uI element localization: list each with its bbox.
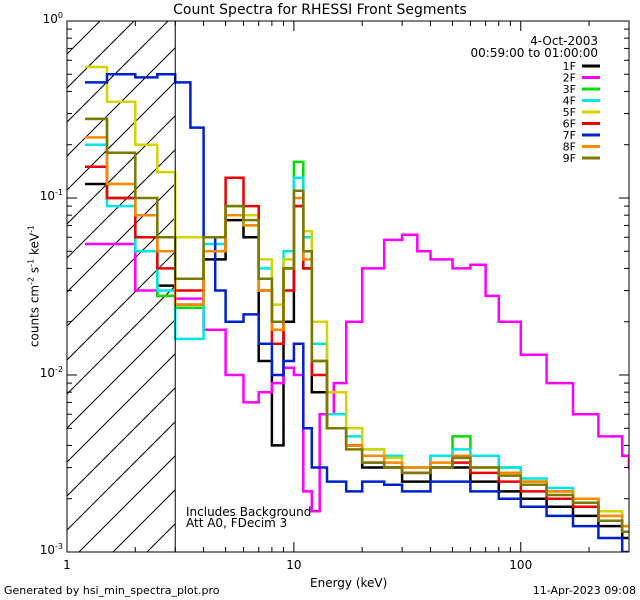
x-tick-label: 1: [63, 558, 71, 572]
chart-title: Count Spectra for RHESSI Front Segments: [173, 2, 467, 18]
y-tick-label: 100: [43, 11, 63, 26]
legend-label: 7F: [563, 129, 576, 142]
series-line-3f: [85, 117, 629, 534]
x-tick-label: 10: [286, 558, 302, 572]
hatch-line: [67, 387, 176, 497]
hatch-line: [67, 421, 176, 531]
hatch-line: [67, 251, 176, 361]
hatch-line: [67, 21, 101, 55]
hatch-line: [67, 183, 176, 293]
legend-label: 6F: [563, 118, 576, 131]
legend-label: 5F: [563, 106, 576, 119]
legend-label: 3F: [563, 83, 576, 96]
footer-timestamp: 11-Apr-2023 09:08: [532, 584, 636, 597]
axis-ticks: [66, 20, 630, 553]
note-attenuator: Att A0, FDecim 3: [186, 516, 288, 530]
y-tick-base: 10: [39, 366, 56, 380]
y-tick-base: 10: [39, 543, 56, 557]
hatch-line: [78, 455, 176, 552]
y-tick-exponent: -2: [55, 365, 63, 374]
y-label-part: s: [27, 266, 42, 277]
series-line-7f: [85, 73, 629, 552]
footer-generator: Generated by hsi_min_spectra_plot.pro: [4, 584, 220, 597]
plot-frame: [66, 20, 630, 553]
legend-label: 9F: [563, 152, 576, 165]
hatch-line: [67, 47, 176, 157]
y-label-exp: -1: [26, 224, 36, 233]
x-axis-label: Energy (keV): [310, 576, 388, 590]
y-label-exp: -2: [26, 276, 36, 285]
note-background: Includes Background: [186, 505, 312, 519]
hatch-line: [67, 353, 176, 463]
y-tick-exponent: 0: [57, 11, 63, 20]
y-tick-label: 10-1: [40, 188, 63, 203]
hatch-line: [67, 81, 176, 191]
series-line-8f: [85, 136, 629, 528]
hatch-line: [112, 489, 176, 552]
legend-label: 1F: [563, 60, 576, 73]
y-label-part: keV: [27, 232, 42, 259]
y-tick-exponent: -1: [55, 188, 63, 197]
legend-label: 2F: [563, 72, 576, 85]
y-tick-label: 10-2: [40, 365, 63, 380]
time-range-label: 00:59:00 to 01:00:00: [470, 46, 598, 60]
y-label-exp: -1: [26, 258, 36, 267]
y-tick-base: 10: [39, 189, 56, 203]
legend-label: 4F: [563, 95, 576, 108]
y-tick-base: 10: [42, 12, 58, 26]
legend-label: 8F: [563, 141, 576, 154]
series-line-2f: [85, 233, 629, 513]
y-tick-exponent: -3: [55, 542, 63, 551]
series-lines: [85, 65, 629, 552]
hatch-line: [67, 285, 176, 395]
y-label-part: counts cm: [27, 284, 42, 348]
hatch-line: [67, 21, 169, 123]
y-axis-label: counts cm-2 s-1 keV-1: [27, 225, 42, 347]
series-line-9f: [85, 117, 629, 534]
series-line-6f: [85, 165, 629, 534]
hatch-line: [67, 217, 176, 327]
series-line-4f: [85, 143, 629, 528]
date-label: 4-Oct-2003: [530, 34, 598, 48]
x-tick-label: 100: [509, 558, 533, 572]
y-tick-label: 10-3: [40, 542, 63, 557]
